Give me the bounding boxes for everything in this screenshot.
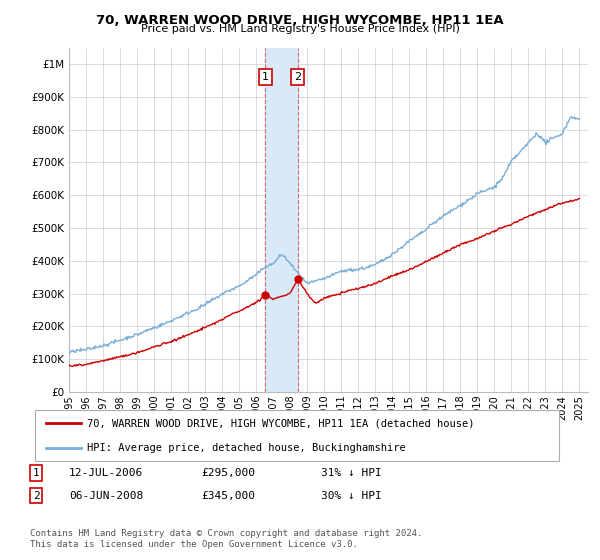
Bar <box>265 48 298 392</box>
Text: 1: 1 <box>262 72 269 82</box>
FancyBboxPatch shape <box>35 410 559 461</box>
Text: Contains HM Land Registry data © Crown copyright and database right 2024.
This d: Contains HM Land Registry data © Crown c… <box>30 529 422 549</box>
Text: 06-JUN-2008: 06-JUN-2008 <box>69 491 143 501</box>
Text: 70, WARREN WOOD DRIVE, HIGH WYCOMBE, HP11 1EA: 70, WARREN WOOD DRIVE, HIGH WYCOMBE, HP1… <box>96 14 504 27</box>
Text: 1: 1 <box>32 468 40 478</box>
Text: 30% ↓ HPI: 30% ↓ HPI <box>321 491 382 501</box>
Text: £345,000: £345,000 <box>201 491 255 501</box>
Text: £295,000: £295,000 <box>201 468 255 478</box>
Text: 2: 2 <box>294 72 301 82</box>
Text: HPI: Average price, detached house, Buckinghamshire: HPI: Average price, detached house, Buck… <box>86 442 406 452</box>
Text: 2: 2 <box>32 491 40 501</box>
Text: Price paid vs. HM Land Registry's House Price Index (HPI): Price paid vs. HM Land Registry's House … <box>140 24 460 34</box>
Text: 70, WARREN WOOD DRIVE, HIGH WYCOMBE, HP11 1EA (detached house): 70, WARREN WOOD DRIVE, HIGH WYCOMBE, HP1… <box>86 418 474 428</box>
Text: 31% ↓ HPI: 31% ↓ HPI <box>321 468 382 478</box>
Text: 12-JUL-2006: 12-JUL-2006 <box>69 468 143 478</box>
